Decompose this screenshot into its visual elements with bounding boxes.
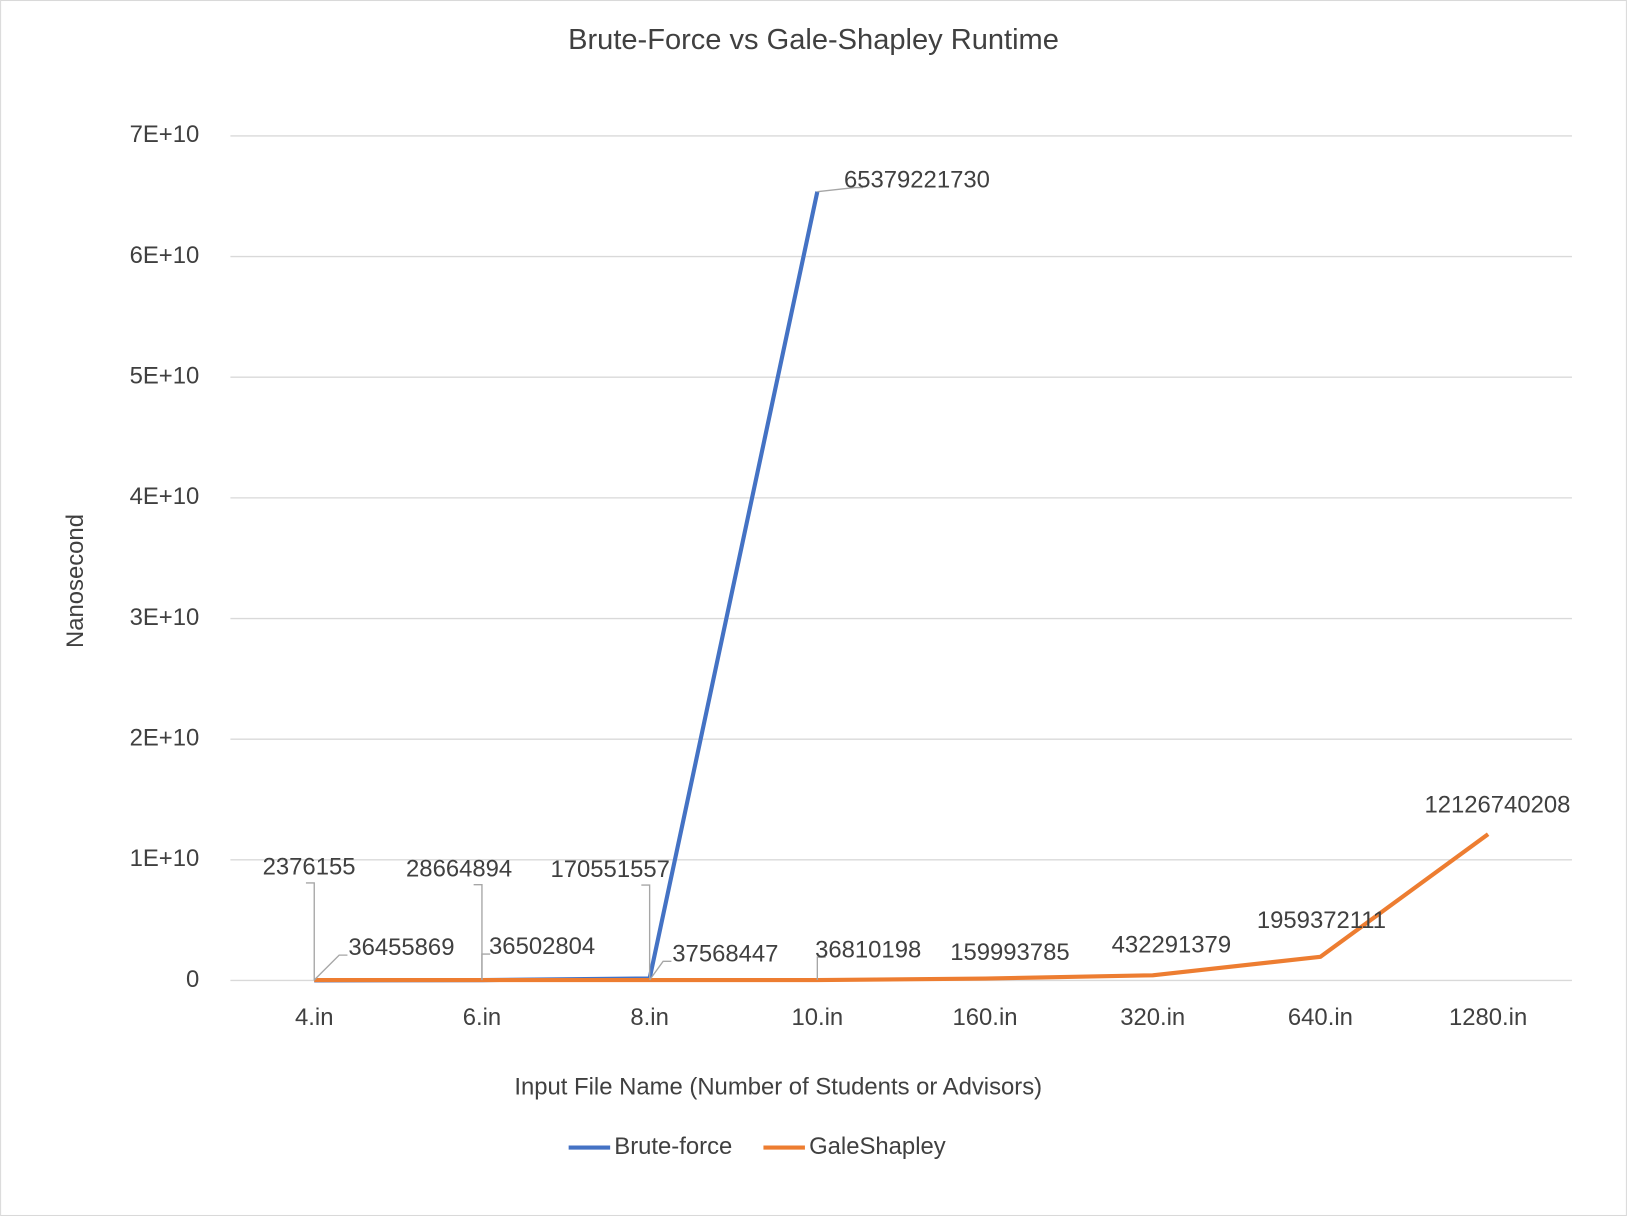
data-label: 159993785 <box>950 939 1069 966</box>
leader-line <box>649 960 672 981</box>
data-label: 36810198 <box>815 936 921 963</box>
y-axis-title: Nanosecond <box>62 514 89 648</box>
x-tick-label: 320.in <box>1120 1004 1185 1031</box>
data-label: 1959372111 <box>1257 907 1386 934</box>
y-tick-label: 4E+10 <box>130 483 200 510</box>
y-tick-label: 6E+10 <box>130 242 200 269</box>
data-label: 28664894 <box>406 855 512 882</box>
data-label: 36502804 <box>489 933 595 960</box>
leader-line <box>816 956 826 981</box>
legend-label: Brute-force <box>614 1133 732 1160</box>
x-tick-label: 6.in <box>463 1004 501 1031</box>
series-line <box>314 832 1490 983</box>
data-label: 37568447 <box>672 940 778 967</box>
y-tick-label: 3E+10 <box>130 604 200 631</box>
leader-line <box>473 884 483 981</box>
data-label: 65379221730 <box>844 167 990 194</box>
y-tick-label: 2E+10 <box>130 724 200 751</box>
x-tick-label: 1280.in <box>1449 1004 1527 1031</box>
data-label: 170551557 <box>550 856 669 883</box>
x-tick-label: 8.in <box>630 1004 668 1031</box>
x-tick-label: 10.in <box>791 1004 843 1031</box>
data-label: 2376155 <box>263 854 356 881</box>
legend-label: GaleShapley <box>809 1133 946 1160</box>
y-tick-label: 1E+10 <box>130 845 200 872</box>
chart-title: Brute-Force vs Gale-Shapley Runtime <box>568 24 1059 56</box>
leader-line <box>305 882 315 981</box>
data-label: 36455869 <box>348 934 454 961</box>
x-tick-label: 4.in <box>295 1004 333 1031</box>
leader-line <box>817 186 863 193</box>
y-tick-label: 0 <box>186 966 199 993</box>
x-tick-label: 640.in <box>1288 1004 1353 1031</box>
x-tick-label: 160.in <box>953 1004 1018 1031</box>
leader-line <box>313 954 348 981</box>
x-axis-title: Input File Name (Number of Students or A… <box>514 1074 1042 1101</box>
data-label: 432291379 <box>1112 932 1231 959</box>
leader-line <box>481 953 491 981</box>
y-tick-label: 5E+10 <box>130 363 200 390</box>
y-tick-label: 7E+10 <box>130 121 200 148</box>
leader-line <box>641 884 651 979</box>
data-label: 12126740208 <box>1424 791 1570 818</box>
